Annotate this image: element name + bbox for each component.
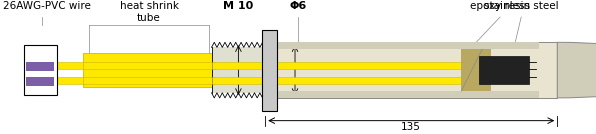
Bar	[277, 42, 557, 98]
Bar	[277, 42, 539, 49]
Bar	[277, 62, 473, 69]
Bar	[277, 77, 473, 84]
Bar	[83, 77, 215, 84]
Bar	[212, 62, 268, 69]
Bar	[24, 45, 57, 95]
Polygon shape	[212, 47, 265, 93]
Bar	[57, 62, 85, 69]
Text: 26AWG-PVC wire: 26AWG-PVC wire	[3, 1, 91, 11]
Bar	[57, 77, 85, 84]
Bar	[83, 53, 215, 87]
Text: Φ6: Φ6	[290, 1, 306, 11]
Wedge shape	[557, 42, 596, 98]
Bar	[461, 49, 491, 91]
Text: M 10: M 10	[224, 1, 253, 11]
Text: 135: 135	[401, 122, 421, 132]
Text: heat shrink: heat shrink	[120, 1, 178, 11]
Bar	[212, 77, 268, 84]
Bar	[479, 56, 529, 84]
Bar	[262, 30, 277, 111]
Bar	[83, 62, 215, 69]
Text: stainless steel: stainless steel	[484, 1, 558, 11]
Text: tube: tube	[137, 13, 161, 23]
Bar	[26, 62, 54, 71]
Bar	[26, 77, 54, 86]
Text: epoxy resin: epoxy resin	[470, 1, 530, 11]
Bar	[277, 91, 539, 98]
